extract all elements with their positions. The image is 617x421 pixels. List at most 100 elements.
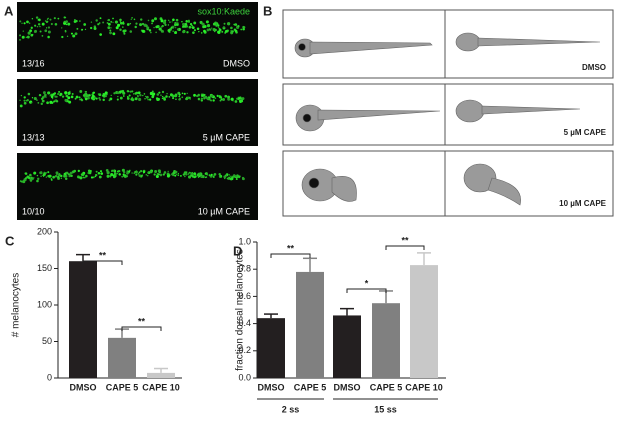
speckle xyxy=(66,35,69,38)
speckle xyxy=(134,25,137,29)
speckle xyxy=(201,97,203,100)
speckle xyxy=(188,171,191,174)
speckle xyxy=(98,22,101,24)
speckle xyxy=(180,175,182,177)
speckle xyxy=(174,21,177,25)
y-axis-label: # melanocytes xyxy=(11,273,22,337)
speckle xyxy=(135,173,138,176)
speckle xyxy=(112,21,114,23)
speckle xyxy=(237,96,239,98)
speckle xyxy=(48,174,52,178)
speckle xyxy=(167,19,170,22)
speckle xyxy=(153,17,157,21)
bar xyxy=(372,303,400,378)
speckle xyxy=(19,38,21,41)
speckle xyxy=(116,98,119,101)
speckle xyxy=(182,30,186,34)
speckle xyxy=(230,97,234,101)
speckle xyxy=(80,98,83,100)
speckle xyxy=(218,95,222,99)
speckle xyxy=(128,94,131,97)
speckle xyxy=(198,98,200,100)
speckle xyxy=(185,172,188,176)
speckle xyxy=(27,92,31,96)
speckle xyxy=(24,172,28,175)
significance-bracket xyxy=(385,245,425,250)
speckle xyxy=(58,90,61,93)
speckle xyxy=(46,27,48,29)
speckle xyxy=(33,177,35,179)
speckle xyxy=(68,100,72,104)
speckle xyxy=(110,27,112,29)
speckle xyxy=(85,174,88,178)
speckle xyxy=(151,22,153,25)
speckle xyxy=(189,96,191,99)
speckle xyxy=(19,180,22,183)
speckle xyxy=(154,169,158,173)
speckle xyxy=(156,98,160,101)
speckle xyxy=(23,96,26,99)
y-tick-label: 1.0 xyxy=(238,236,251,246)
speckle xyxy=(27,176,31,180)
speckle xyxy=(200,32,203,34)
speckle xyxy=(224,94,228,98)
speckle xyxy=(40,172,43,175)
speckle xyxy=(178,95,181,98)
speckle xyxy=(92,176,95,179)
speckle xyxy=(143,23,147,27)
speckle xyxy=(188,20,190,23)
speckle xyxy=(190,172,194,176)
speckle xyxy=(108,99,111,102)
significance-bracket xyxy=(121,326,162,331)
speckle xyxy=(133,172,136,175)
speckle xyxy=(42,91,46,95)
significance-label: * xyxy=(365,278,369,288)
speckle xyxy=(19,99,21,101)
speckle xyxy=(175,18,179,22)
speckle xyxy=(65,23,68,26)
speckle xyxy=(79,176,83,180)
speckle xyxy=(118,173,121,176)
speckle xyxy=(82,176,85,179)
speckle xyxy=(23,101,27,105)
speckle xyxy=(36,174,39,177)
speckle xyxy=(139,94,142,97)
speckle xyxy=(212,28,216,32)
x-tick-label: DMSO xyxy=(334,382,361,392)
speckle xyxy=(187,97,189,99)
speckle xyxy=(142,170,146,174)
speckle xyxy=(189,23,193,26)
speckle xyxy=(126,23,130,26)
speckle xyxy=(68,174,71,178)
speckle xyxy=(141,22,145,26)
y-tick-label: 200 xyxy=(37,226,52,236)
speckle xyxy=(205,20,209,24)
speckle xyxy=(55,171,59,175)
speckle xyxy=(53,17,56,20)
speckle xyxy=(161,95,164,98)
speckle xyxy=(119,21,123,25)
speckle xyxy=(145,95,149,99)
y-tick-label: 0 xyxy=(47,372,52,382)
speckle xyxy=(54,175,58,178)
speckle xyxy=(235,178,238,181)
speckle xyxy=(24,177,28,180)
speckle xyxy=(230,175,232,177)
speckle xyxy=(70,32,73,35)
speckle xyxy=(50,95,54,99)
speckle xyxy=(216,22,219,24)
speckle xyxy=(34,24,37,27)
speckle xyxy=(126,171,129,175)
speckle xyxy=(203,97,206,100)
speckle xyxy=(107,19,109,21)
x-tick-label: CAPE 10 xyxy=(405,382,443,392)
speckle xyxy=(65,20,68,24)
speckle xyxy=(114,20,118,24)
speckle xyxy=(152,92,156,96)
speckle xyxy=(52,175,55,179)
bar xyxy=(147,372,175,378)
speckle xyxy=(141,29,145,33)
condition: 10 µM CAPE xyxy=(559,199,607,208)
speckle xyxy=(149,98,152,101)
